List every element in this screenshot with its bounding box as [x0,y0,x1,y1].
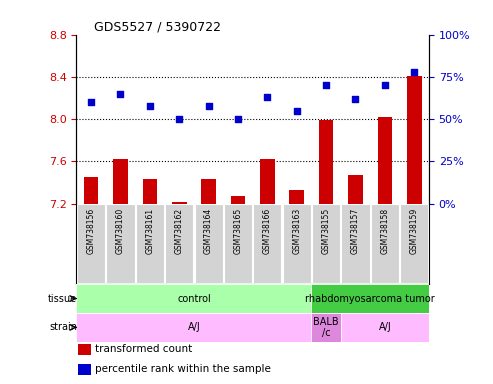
Text: GSM738162: GSM738162 [175,208,184,254]
Text: GSM738164: GSM738164 [204,208,213,254]
Bar [77,204,105,283]
Text: GSM738166: GSM738166 [263,208,272,254]
Text: A/J: A/J [187,322,200,333]
Point [352,96,359,102]
Bar [282,204,311,283]
Text: A/J: A/J [379,322,391,333]
Point [263,94,271,100]
Bar [260,159,275,204]
Bar [312,313,341,342]
Bar [407,76,422,204]
Text: tissue: tissue [48,293,77,304]
Bar [371,204,399,283]
Point [116,91,124,97]
Bar [312,284,429,313]
Bar [78,364,91,375]
Point [176,116,183,122]
Bar [348,175,363,204]
Bar [231,196,246,204]
Point [381,82,389,88]
Bar [113,159,128,204]
Bar [172,202,186,204]
Text: GSM738157: GSM738157 [351,208,360,254]
Point [87,99,95,105]
Bar [224,204,252,283]
Point [322,82,330,88]
Text: GSM738156: GSM738156 [87,208,96,254]
Point [410,69,418,75]
Bar [106,204,135,283]
Bar [319,120,333,204]
Text: GSM738160: GSM738160 [116,208,125,254]
Text: percentile rank within the sample: percentile rank within the sample [95,364,271,374]
Bar [136,204,164,283]
Point [234,116,242,122]
Text: GSM738165: GSM738165 [234,208,243,254]
Text: GDS5527 / 5390722: GDS5527 / 5390722 [94,20,221,33]
Text: transformed count: transformed count [95,344,192,354]
Bar [341,313,429,342]
Text: GSM738163: GSM738163 [292,208,301,254]
Text: BALB
/c: BALB /c [313,316,339,338]
Bar [201,179,216,204]
Bar [195,204,223,283]
Text: GSM738158: GSM738158 [380,208,389,254]
Text: GSM738159: GSM738159 [410,208,419,254]
Bar [76,284,312,313]
Text: rhabdomyosarcoma tumor: rhabdomyosarcoma tumor [305,293,435,304]
Point [146,103,154,109]
Bar [78,344,91,355]
Bar [312,204,340,283]
Bar [84,177,99,204]
Text: strain: strain [49,322,77,333]
Bar [253,204,282,283]
Bar [165,204,193,283]
Text: control: control [177,293,211,304]
Text: GSM738161: GSM738161 [145,208,154,254]
Point [293,108,301,114]
Text: GSM738155: GSM738155 [321,208,331,254]
Bar [76,313,312,342]
Bar [400,204,428,283]
Bar [341,204,370,283]
Bar [142,179,157,204]
Point [205,103,212,109]
Bar [289,190,304,204]
Bar [378,117,392,204]
